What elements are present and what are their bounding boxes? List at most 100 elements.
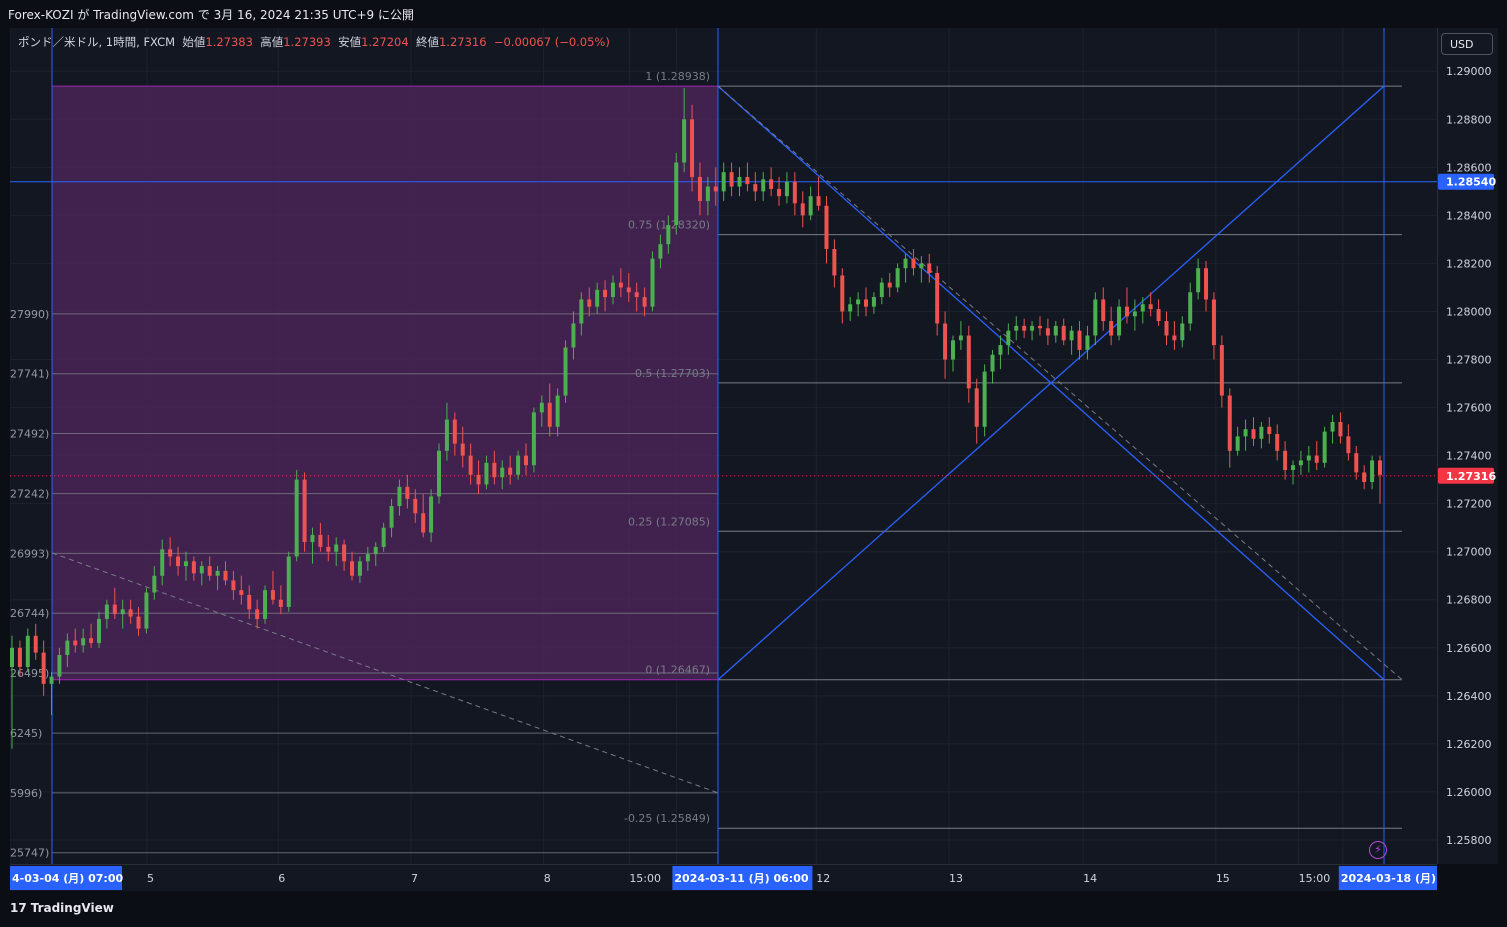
- candle: [1235, 426, 1240, 456]
- candle: [342, 539, 347, 571]
- candle-body: [476, 474, 481, 485]
- candle-body: [792, 181, 797, 204]
- candle: [571, 311, 576, 360]
- horizontal-line-price-badge-bg: [1438, 173, 1494, 190]
- candle: [610, 275, 615, 305]
- candle: [879, 277, 884, 305]
- candle: [239, 575, 244, 605]
- candle: [603, 280, 608, 312]
- candle-body: [286, 556, 291, 607]
- candle: [966, 325, 971, 403]
- candle-body: [1204, 268, 1209, 300]
- candle: [745, 162, 750, 192]
- time-tick: 7: [411, 872, 418, 885]
- candle: [563, 340, 568, 403]
- candle: [840, 268, 845, 324]
- candle: [176, 546, 181, 576]
- dashed-trend-line: [51, 552, 719, 794]
- candle-body: [1378, 460, 1382, 475]
- candle-body: [239, 590, 244, 595]
- candle: [1338, 412, 1343, 444]
- candle: [96, 611, 101, 648]
- fib-level-label: 1 (1.28938): [645, 70, 710, 83]
- candle: [1053, 321, 1058, 343]
- chart-area[interactable]: 27990) 27741) 27492) 27242) 26993) 26744) 2649…: [10, 28, 1437, 864]
- candle: [769, 167, 774, 197]
- fib-level-label: 5996): [10, 787, 42, 800]
- candle-body: [1275, 433, 1280, 451]
- time-tick: 4-03-04 (月) 07:00: [10, 866, 123, 890]
- candle: [911, 249, 916, 276]
- candle-body: [777, 188, 782, 197]
- candle: [318, 522, 323, 552]
- time-tick: 6: [278, 872, 285, 885]
- candle-body: [484, 462, 489, 485]
- candle-body: [17, 647, 22, 668]
- candle-body: [1298, 460, 1303, 466]
- time-tick: 13: [949, 872, 963, 885]
- candle-body: [1267, 426, 1272, 434]
- candle-body: [1291, 465, 1296, 471]
- candle: [871, 292, 876, 314]
- candle: [690, 104, 695, 192]
- candle-body: [89, 638, 94, 643]
- time-tick-label: 14: [1083, 872, 1097, 885]
- time-axis[interactable]: 4-03-04 (月) 07:00 5 6 7 8 15:00 2024-03-11 (月)…: [10, 864, 1479, 891]
- candle-body: [57, 655, 62, 677]
- open-value: 1.27383: [205, 35, 253, 49]
- candle: [587, 287, 592, 317]
- tradingview-logo[interactable]: 17 TradingView: [10, 901, 114, 915]
- candle: [73, 628, 78, 653]
- candle: [1061, 318, 1066, 346]
- candle-body: [183, 561, 188, 567]
- candle: [136, 606, 141, 636]
- candle-body: [326, 546, 331, 552]
- candle: [104, 599, 109, 629]
- candle: [25, 628, 30, 672]
- candle-body: [808, 196, 813, 216]
- tv-logo-icon: 17: [10, 901, 27, 915]
- candle-body: [73, 640, 78, 646]
- candle: [1378, 455, 1382, 504]
- time-tick-label: 15: [1216, 872, 1230, 885]
- candle-body: [1370, 460, 1375, 483]
- price-axis[interactable]: 1.29000 1.28800 1.28600 1.28400 1.28200 1.280…: [1437, 28, 1498, 864]
- candle: [326, 534, 331, 562]
- price-tick-label: 1.28800: [1446, 113, 1492, 126]
- candle-body: [397, 486, 402, 507]
- candle: [1164, 311, 1169, 346]
- candle-body: [1101, 299, 1106, 322]
- candle: [958, 321, 963, 350]
- candle-body: [365, 554, 370, 562]
- candle-body: [405, 486, 410, 499]
- candle-body: [10, 647, 14, 668]
- candle: [800, 191, 805, 228]
- candle: [1259, 421, 1264, 449]
- currency-button[interactable]: USD: [1441, 33, 1493, 55]
- candle-body: [508, 467, 513, 475]
- candle-body: [1306, 455, 1311, 461]
- candle: [1140, 297, 1145, 324]
- price-tick-label: 1.26200: [1446, 738, 1492, 751]
- candle: [784, 172, 789, 204]
- candle: [1227, 388, 1232, 468]
- lightning-icon[interactable]: ⚡: [1369, 841, 1387, 859]
- candle: [864, 287, 869, 317]
- fib-level-label: 26744): [10, 607, 49, 620]
- candle: [41, 640, 46, 696]
- time-tick-label: 6: [278, 872, 285, 885]
- horizontal-line-price-badge-text: 1.28540: [1446, 176, 1496, 189]
- price-tick-label: 1.27600: [1446, 402, 1492, 415]
- time-tick-label: 8: [544, 872, 551, 885]
- candle: [674, 152, 679, 235]
- candle-body: [990, 354, 995, 372]
- candle: [484, 455, 489, 490]
- candle-body: [1022, 325, 1027, 331]
- candle-body: [666, 224, 671, 245]
- price-chart[interactable]: 27990)27741)27492)27242)26993)26744)2649…: [10, 28, 1437, 864]
- candle-body: [429, 496, 434, 533]
- candle: [579, 292, 584, 336]
- price-tick-label: 1.28400: [1446, 209, 1492, 222]
- candle: [1117, 299, 1122, 341]
- candle-body: [587, 299, 592, 307]
